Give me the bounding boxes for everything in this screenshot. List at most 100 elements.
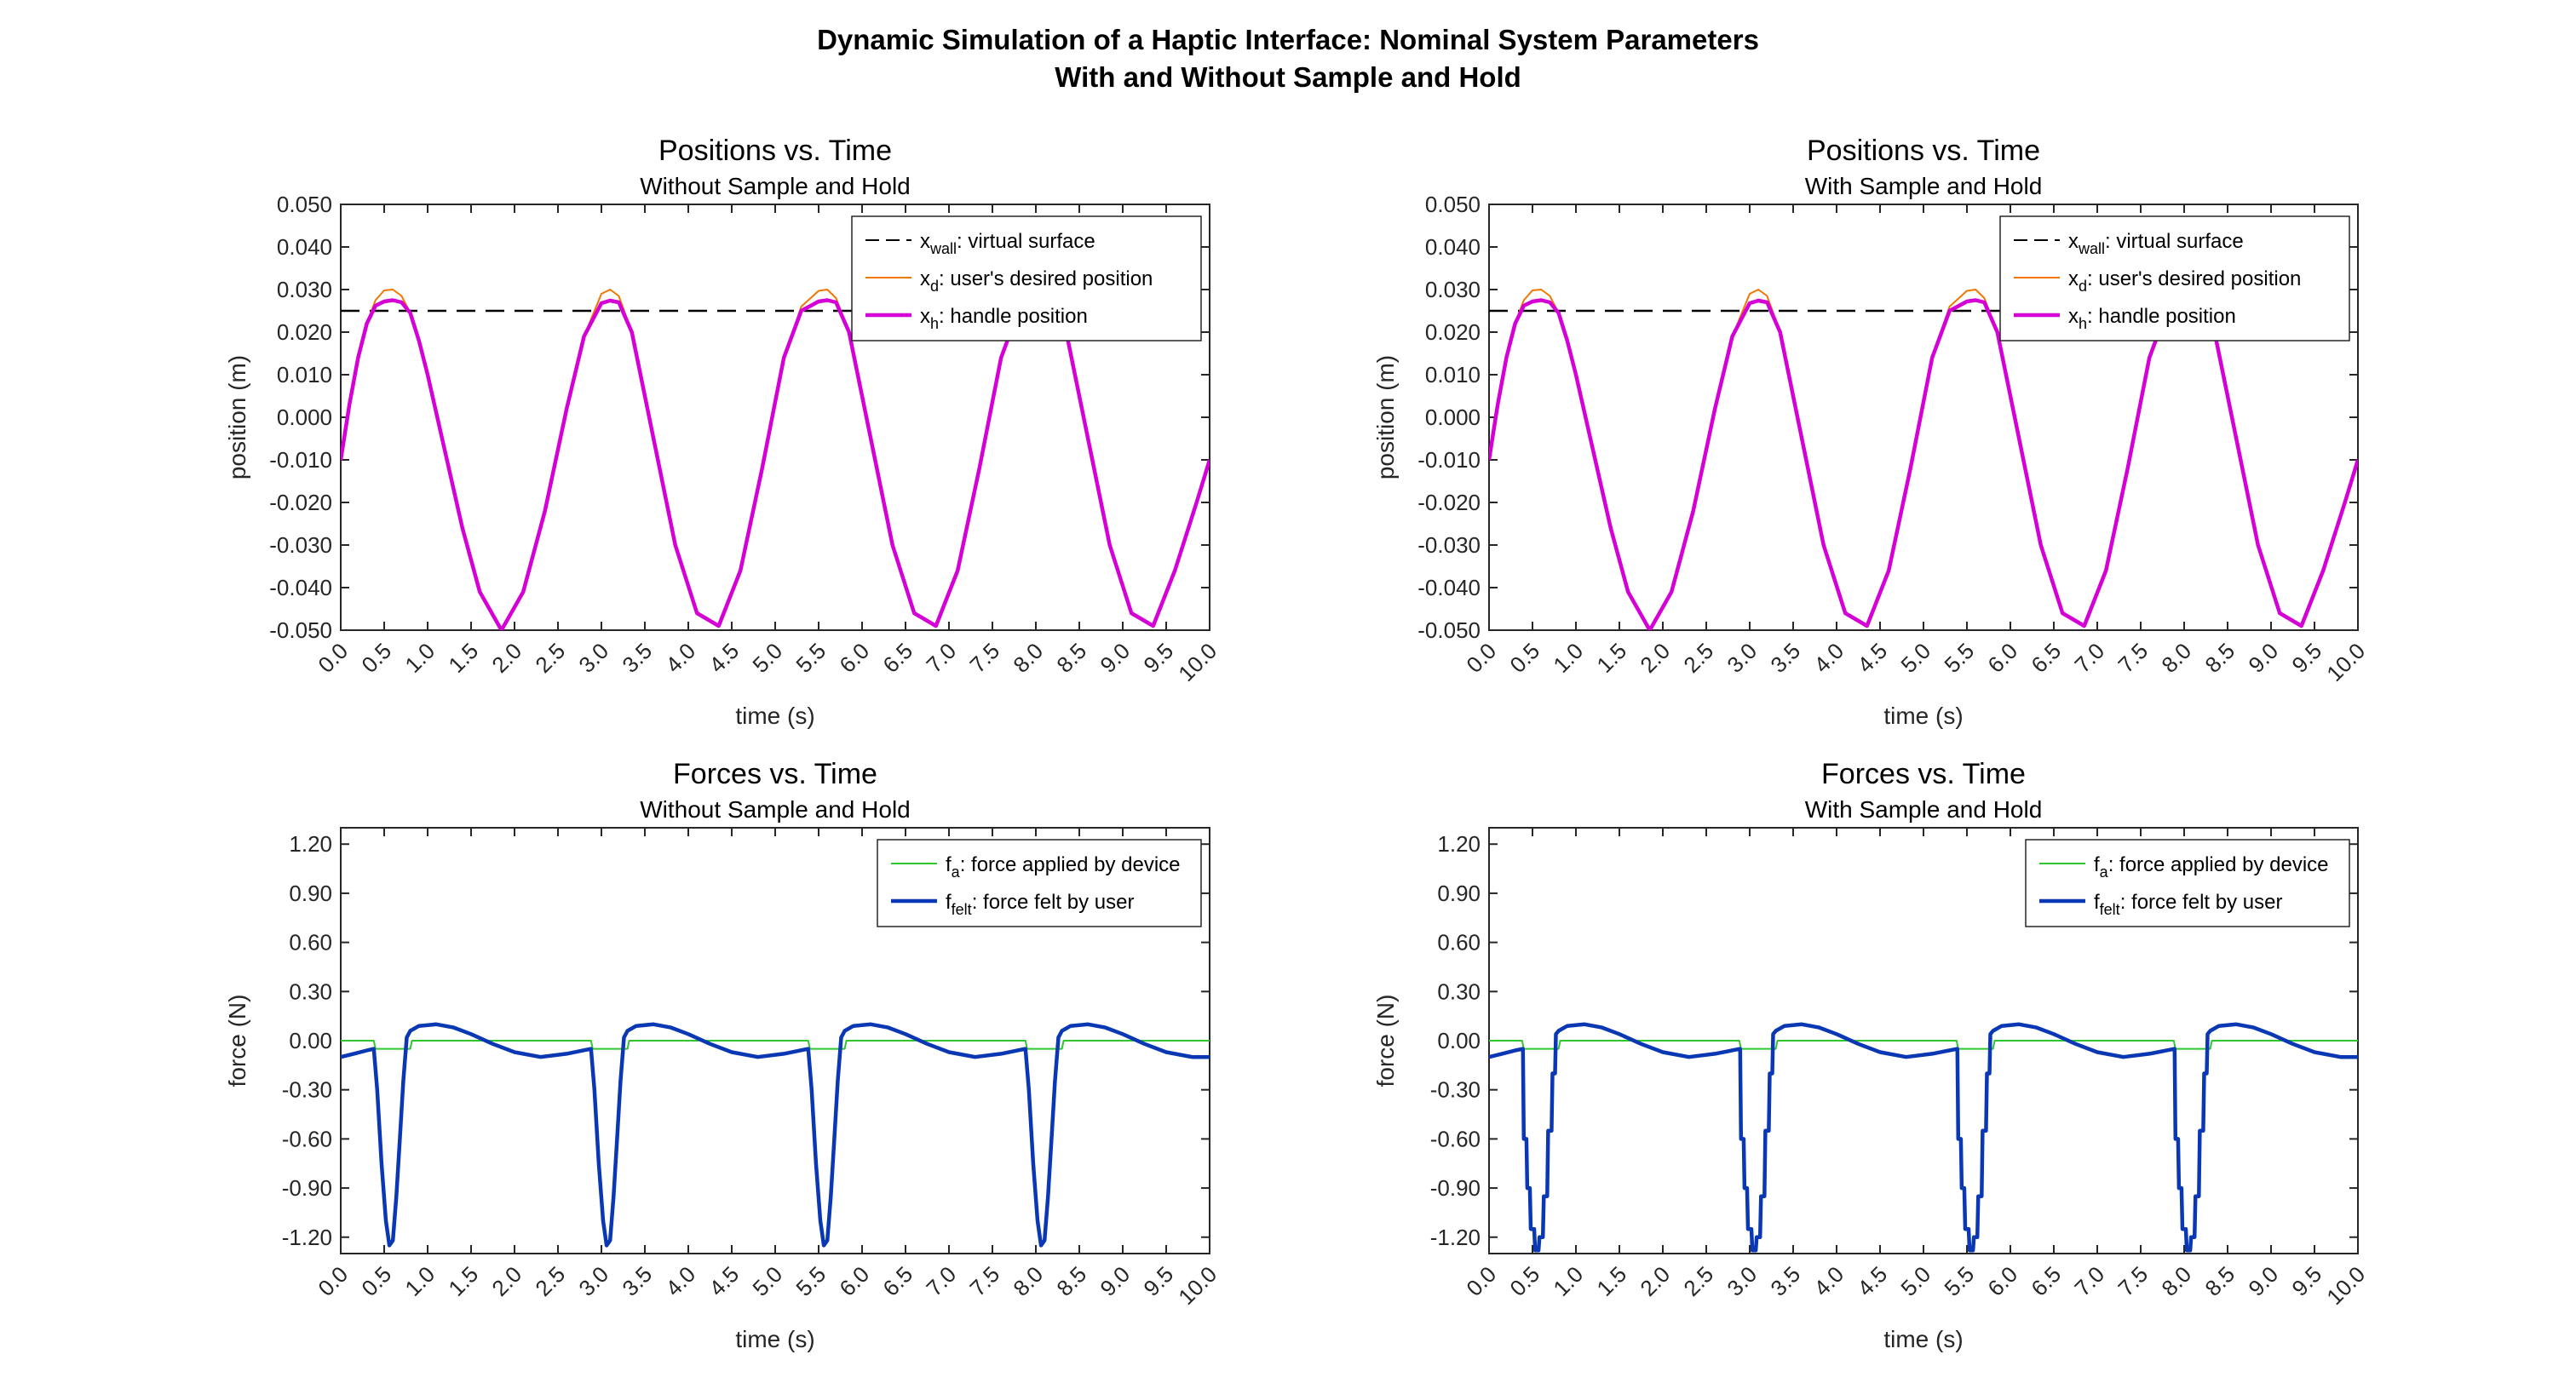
y-tick-label: -0.030 <box>269 532 332 558</box>
x-tick-label: 10.0 <box>2321 1261 2370 1310</box>
x-tick-label: 7.0 <box>2069 1261 2109 1301</box>
y-tick-label: 0.030 <box>1425 277 1481 302</box>
y-tick-label: 1.20 <box>1437 831 1481 857</box>
x-tick-label: 4.5 <box>704 638 744 678</box>
x-tick-label: 6.5 <box>877 638 917 678</box>
x-tick-label: 2.0 <box>1635 1261 1675 1301</box>
y-tick-label: 0.60 <box>1437 930 1481 955</box>
y-tick-label: 0.010 <box>1425 362 1481 387</box>
legend-symbol: x <box>2068 305 2079 328</box>
legend-box <box>2025 839 2350 927</box>
x-tick-label: 9.0 <box>1095 1261 1135 1301</box>
x-axis-label: time (s) <box>1883 703 1963 729</box>
legend-text: : handle position <box>939 305 1088 328</box>
legend-entry-desired: xd: user's desired position <box>2068 267 2301 295</box>
x-tick-label: 1.0 <box>400 638 440 678</box>
x-tick-label: 7.0 <box>921 638 961 678</box>
x-tick-label: 7.0 <box>2069 638 2109 678</box>
legend-entry-felt: ffelt: force felt by user <box>946 891 1134 918</box>
figure-subtitle: With and Without Sample and Hold <box>1055 61 1521 93</box>
legend-subscript: wall <box>929 240 957 257</box>
y-tick-label: 0.040 <box>1425 234 1481 260</box>
legend: fa: force applied by device ffelt: force … <box>877 839 1202 927</box>
x-tick-label: 0.5 <box>356 1261 396 1301</box>
x-tick-label: 7.5 <box>2113 1261 2153 1301</box>
x-tick-label: 6.5 <box>2026 1261 2066 1301</box>
x-axis-label: time (s) <box>1883 1326 1963 1352</box>
chart-subtitle: With Sample and Hold <box>1805 796 2043 823</box>
series-group <box>341 1022 1210 1248</box>
legend-entry-wall: xwall: virtual surface <box>920 230 1095 257</box>
x-tick-label: 9.5 <box>1138 1261 1178 1301</box>
legend-entry-handle: xh: handle position <box>920 305 1088 332</box>
y-tick-label: -0.050 <box>1417 617 1481 643</box>
x-tick-label: 7.5 <box>964 1261 1004 1301</box>
x-tick-label: 3.0 <box>1722 1261 1762 1301</box>
legend-entry-wall: xwall: virtual surface <box>2068 230 2244 257</box>
legend-text: : user's desired position <box>939 267 1153 290</box>
x-tick-label: 6.0 <box>1982 638 2022 678</box>
legend-text: : virtual surface <box>957 230 1095 253</box>
x-tick-label: 6.0 <box>1982 1261 2022 1301</box>
y-tick-label: 0.00 <box>289 1028 332 1053</box>
legend-text: : user's desired position <box>2087 267 2301 290</box>
x-tick-label: 4.5 <box>704 1261 744 1301</box>
y-tick-label: 0.30 <box>289 978 332 1004</box>
chart-subtitle: Without Sample and Hold <box>640 796 911 823</box>
legend-text: : force applied by device <box>2108 853 2329 876</box>
x-tick-label: 6.0 <box>834 638 874 678</box>
x-tick-label: 7.5 <box>2113 638 2153 678</box>
y-axis-label: force (N) <box>1372 995 1399 1087</box>
y-tick-label: 1.20 <box>289 831 332 857</box>
legend-subscript: d <box>2079 278 2087 295</box>
x-tick-label: 10.0 <box>1173 638 1222 686</box>
legend: fa: force applied by device ffelt: force … <box>2025 839 2350 927</box>
chart-title: Positions vs. Time <box>658 135 892 167</box>
x-tick-label: 10.0 <box>1173 1261 1222 1310</box>
chart-panel-0: Positions vs. Time Without Sample and Hol… <box>224 135 1222 729</box>
figure-title: Dynamic Simulation of a Haptic Interface… <box>817 24 1759 55</box>
legend-entry-applied: fa: force applied by device <box>2094 853 2329 881</box>
legend-symbol: f <box>2094 853 2100 876</box>
y-tick-label: -0.60 <box>1430 1126 1481 1151</box>
x-tick-label: 8.0 <box>1008 638 1048 678</box>
x-tick-label: 3.0 <box>573 1261 613 1301</box>
x-tick-label: 4.0 <box>1808 1261 1849 1301</box>
x-tick-label: 7.0 <box>921 1261 961 1301</box>
x-tick-label: 0.5 <box>1504 638 1544 678</box>
y-tick-label: 0.050 <box>277 192 332 217</box>
x-tick-label: 9.0 <box>2243 638 2283 678</box>
series-line-applied <box>1489 1040 2358 1050</box>
y-tick-label: -0.30 <box>282 1077 332 1103</box>
y-tick-label: 0.050 <box>1425 192 1481 217</box>
x-axis-label: time (s) <box>735 1326 814 1352</box>
x-tick-label: 1.0 <box>1548 1261 1588 1301</box>
y-tick-label: -0.90 <box>1430 1175 1481 1201</box>
x-axis-label: time (s) <box>735 703 814 729</box>
x-tick-label: 0.0 <box>313 638 353 678</box>
x-tick-label: 5.5 <box>791 1261 831 1301</box>
x-tick-label: 0.5 <box>1504 1261 1544 1301</box>
x-tick-label: 6.5 <box>2026 638 2066 678</box>
x-tick-label: 3.5 <box>1765 638 1805 678</box>
x-tick-label: 2.5 <box>530 1261 570 1301</box>
x-tick-label: 8.5 <box>1051 638 1091 678</box>
y-tick-label: -0.90 <box>282 1175 332 1201</box>
legend-symbol: x <box>2068 267 2079 290</box>
x-tick-label: 6.0 <box>834 1261 874 1301</box>
y-tick-label: -0.040 <box>269 575 332 600</box>
y-tick-label: 0.020 <box>1425 319 1481 345</box>
x-tick-label: 8.5 <box>2199 1261 2240 1301</box>
x-tick-label: 5.0 <box>747 1261 787 1301</box>
legend: xwall: virtual surface xd: user's desired… <box>1999 215 2350 341</box>
y-tick-label: -0.040 <box>1417 575 1481 600</box>
y-tick-label: -0.030 <box>1417 532 1481 558</box>
y-tick-label: -0.60 <box>282 1126 332 1151</box>
y-tick-label: 0.90 <box>1437 881 1481 906</box>
legend-text: : force felt by user <box>972 891 1135 914</box>
legend-entry-applied: fa: force applied by device <box>946 853 1181 881</box>
x-tick-label: 3.5 <box>617 1261 657 1301</box>
legend-entry-felt: ffelt: force felt by user <box>2094 891 2282 918</box>
legend-subscript: h <box>930 315 939 332</box>
